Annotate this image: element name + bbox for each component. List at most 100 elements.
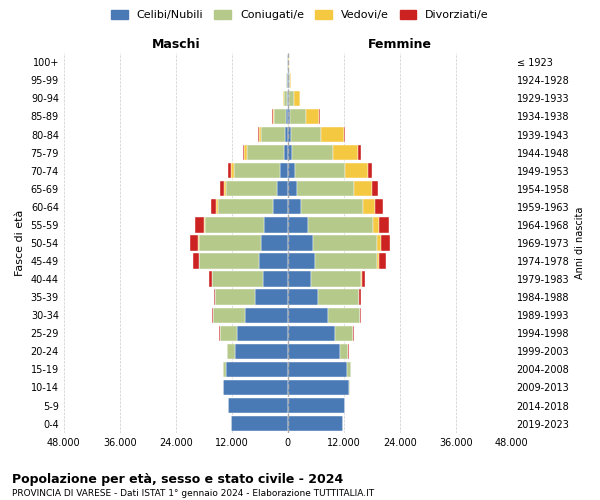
Bar (308, 217, 373, 232)
Bar (288, 127, 291, 142)
Bar (228, 398, 288, 413)
Bar (244, 145, 247, 160)
Bar (283, 90, 284, 106)
Bar (287, 90, 288, 106)
Bar (288, 254, 315, 268)
Bar (288, 326, 335, 341)
Bar (288, 308, 328, 323)
Bar (226, 362, 288, 377)
Bar (288, 90, 289, 106)
Bar (373, 217, 379, 232)
Bar (288, 199, 301, 214)
Bar (288, 163, 295, 178)
Bar (379, 254, 386, 268)
Bar (289, 72, 290, 88)
Bar (379, 217, 389, 232)
Bar (263, 272, 288, 287)
Bar (277, 181, 288, 196)
Bar (209, 272, 212, 287)
Bar (289, 90, 295, 106)
Bar (260, 236, 288, 250)
Bar (320, 127, 344, 142)
Bar (288, 181, 297, 196)
Bar (315, 254, 377, 268)
Text: Popolazione per età, sesso e stato civile - 2024: Popolazione per età, sesso e stato civil… (12, 472, 343, 486)
Bar (301, 199, 364, 214)
Bar (231, 416, 288, 432)
Bar (259, 127, 261, 142)
Bar (288, 145, 292, 160)
Text: Femmine: Femmine (368, 38, 432, 51)
Bar (228, 163, 232, 178)
Bar (288, 416, 343, 432)
Bar (265, 217, 288, 232)
Bar (215, 290, 255, 305)
Bar (232, 163, 234, 178)
Bar (223, 380, 288, 395)
Bar (220, 181, 224, 196)
Bar (333, 145, 358, 160)
Legend: Celibi/Nubili, Coniugati/e, Vedovi/e, Divorziati/e: Celibi/Nubili, Coniugati/e, Vedovi/e, Di… (107, 6, 493, 25)
Bar (361, 272, 362, 287)
Bar (358, 145, 361, 160)
Bar (213, 308, 245, 323)
Bar (311, 272, 361, 287)
Bar (295, 90, 300, 106)
Bar (297, 181, 354, 196)
Bar (344, 127, 345, 142)
Bar (280, 163, 288, 178)
Bar (258, 127, 259, 142)
Bar (377, 254, 379, 268)
Bar (218, 199, 273, 214)
Bar (261, 127, 286, 142)
Bar (193, 254, 199, 268)
Bar (286, 72, 287, 88)
Bar (212, 272, 263, 287)
Bar (255, 290, 288, 305)
Bar (354, 181, 373, 196)
Bar (347, 362, 351, 377)
Bar (368, 163, 373, 178)
Bar (199, 254, 259, 268)
Bar (288, 109, 290, 124)
Text: PROVINCIA DI VARESE - Dati ISTAT 1° gennaio 2024 - Elaborazione TUTTITALIA.IT: PROVINCIA DI VARESE - Dati ISTAT 1° genn… (12, 489, 374, 498)
Bar (288, 362, 347, 377)
Bar (345, 163, 368, 178)
Bar (362, 272, 365, 287)
Bar (242, 145, 244, 160)
Bar (288, 272, 311, 287)
Bar (319, 109, 320, 124)
Bar (291, 127, 320, 142)
Bar (290, 72, 291, 88)
Bar (247, 145, 284, 160)
Bar (205, 217, 265, 232)
Bar (381, 236, 390, 250)
Bar (195, 217, 204, 232)
Bar (224, 181, 226, 196)
Bar (288, 72, 289, 88)
Bar (226, 181, 277, 196)
Bar (290, 109, 306, 124)
Bar (288, 236, 313, 250)
Text: Maschi: Maschi (151, 38, 200, 51)
Bar (377, 236, 381, 250)
Bar (284, 90, 287, 106)
Bar (328, 308, 359, 323)
Bar (220, 326, 238, 341)
Bar (364, 199, 374, 214)
Bar (217, 199, 218, 214)
Bar (288, 380, 349, 395)
Y-axis label: Anni di nascita: Anni di nascita (575, 207, 585, 279)
Bar (223, 362, 226, 377)
Bar (340, 344, 349, 359)
Bar (211, 199, 217, 214)
Bar (286, 127, 288, 142)
Bar (373, 181, 378, 196)
Bar (199, 236, 260, 250)
Bar (335, 326, 353, 341)
Bar (284, 145, 288, 160)
Bar (349, 380, 350, 395)
Bar (360, 308, 361, 323)
Y-axis label: Fasce di età: Fasce di età (15, 210, 25, 276)
Bar (359, 290, 361, 305)
